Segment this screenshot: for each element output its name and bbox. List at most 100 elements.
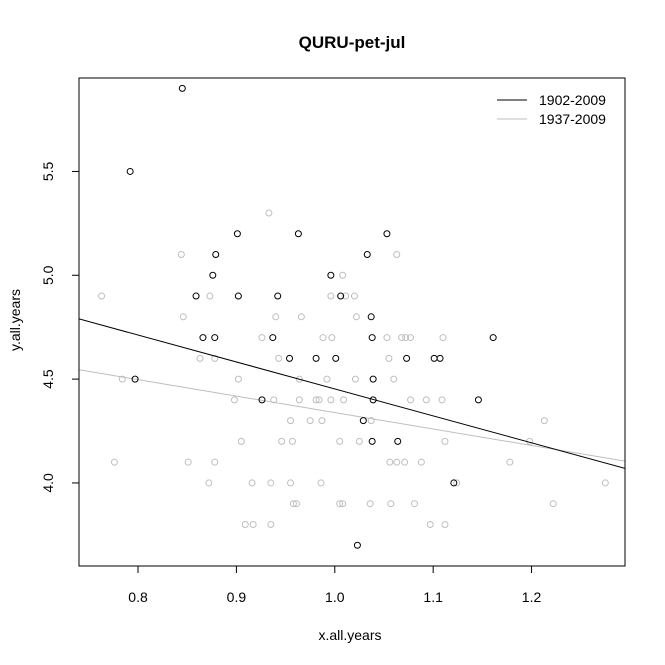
legend-item: 1937-2009	[497, 111, 606, 127]
data-point	[339, 271, 347, 279]
y-axis-label: y.all.years	[7, 289, 23, 351]
legend-label: 1937-2009	[539, 111, 606, 127]
data-point	[209, 271, 217, 279]
data-point	[211, 458, 219, 466]
data-point	[393, 251, 401, 259]
data-point	[453, 479, 461, 487]
data-point	[386, 458, 394, 466]
data-point	[98, 292, 106, 300]
plot-area	[79, 84, 625, 549]
data-point	[417, 458, 425, 466]
data-point	[212, 251, 220, 259]
data-point	[269, 334, 277, 342]
y-tick-label: 5.0	[40, 265, 56, 285]
data-point	[441, 520, 449, 528]
data-point	[249, 520, 257, 528]
x-axis-label: x.all.years	[318, 627, 381, 643]
data-point	[601, 479, 609, 487]
data-point	[401, 458, 409, 466]
data-point	[368, 437, 376, 445]
data-point	[323, 375, 331, 383]
y-axis: 4.0 4.5 5.0 5.5	[40, 162, 79, 493]
data-point	[366, 500, 374, 508]
data-point	[286, 354, 294, 362]
data-point	[177, 251, 185, 259]
data-point	[248, 479, 256, 487]
data-point	[234, 292, 242, 300]
data-point	[402, 334, 410, 342]
data-point	[312, 354, 320, 362]
data-point	[233, 230, 241, 238]
data-point	[318, 417, 326, 425]
data-point	[294, 230, 302, 238]
data-point	[288, 437, 296, 445]
data-point	[199, 334, 207, 342]
data-point	[394, 437, 402, 445]
series-1902-2009	[79, 84, 625, 549]
data-point	[287, 479, 295, 487]
data-point	[363, 251, 371, 259]
data-point	[489, 334, 497, 342]
y-tick-label: 4.5	[40, 369, 56, 389]
data-point	[390, 375, 398, 383]
data-point	[275, 354, 283, 362]
data-point	[407, 334, 415, 342]
data-point	[234, 375, 242, 383]
data-point	[342, 292, 350, 300]
data-point	[474, 396, 482, 404]
data-point	[287, 417, 295, 425]
data-point	[306, 417, 314, 425]
data-point	[339, 500, 347, 508]
data-point	[367, 417, 375, 425]
data-point	[426, 520, 434, 528]
data-point	[110, 458, 118, 466]
chart-title: QURU-pet-jul	[299, 33, 406, 52]
data-point	[353, 541, 361, 549]
data-point	[237, 437, 245, 445]
data-point	[258, 396, 266, 404]
data-point	[267, 479, 275, 487]
data-point	[292, 500, 300, 508]
data-point	[327, 271, 335, 279]
data-point	[258, 334, 266, 342]
series-1937-2009	[79, 209, 625, 528]
data-point	[336, 437, 344, 445]
data-point	[270, 396, 278, 404]
data-point	[369, 375, 377, 383]
data-point	[403, 354, 411, 362]
x-tick-label: 1.0	[325, 589, 345, 605]
data-point	[540, 417, 548, 425]
data-point	[337, 292, 345, 300]
data-point	[450, 479, 458, 487]
data-point	[178, 84, 186, 92]
data-point	[131, 375, 139, 383]
data-point	[438, 396, 446, 404]
data-point	[367, 313, 375, 321]
y-tick-label: 4.0	[40, 473, 56, 493]
regression-line	[79, 318, 625, 469]
data-point	[184, 458, 192, 466]
data-point	[206, 292, 214, 300]
x-tick-label: 0.8	[128, 589, 148, 605]
data-point	[351, 375, 359, 383]
x-tick-label: 1.2	[522, 589, 542, 605]
data-point	[410, 500, 418, 508]
data-point	[332, 354, 340, 362]
data-point	[272, 313, 280, 321]
data-point	[327, 396, 335, 404]
data-point	[422, 396, 430, 404]
data-point	[340, 396, 348, 404]
data-point	[295, 396, 303, 404]
data-point	[430, 354, 438, 362]
data-point	[383, 334, 391, 342]
data-point	[211, 334, 219, 342]
data-point	[398, 334, 406, 342]
data-point	[436, 354, 444, 362]
data-point	[319, 334, 327, 342]
data-point	[506, 458, 514, 466]
data-point	[118, 375, 126, 383]
data-point	[265, 209, 273, 217]
data-point	[439, 334, 447, 342]
data-point	[336, 500, 344, 508]
